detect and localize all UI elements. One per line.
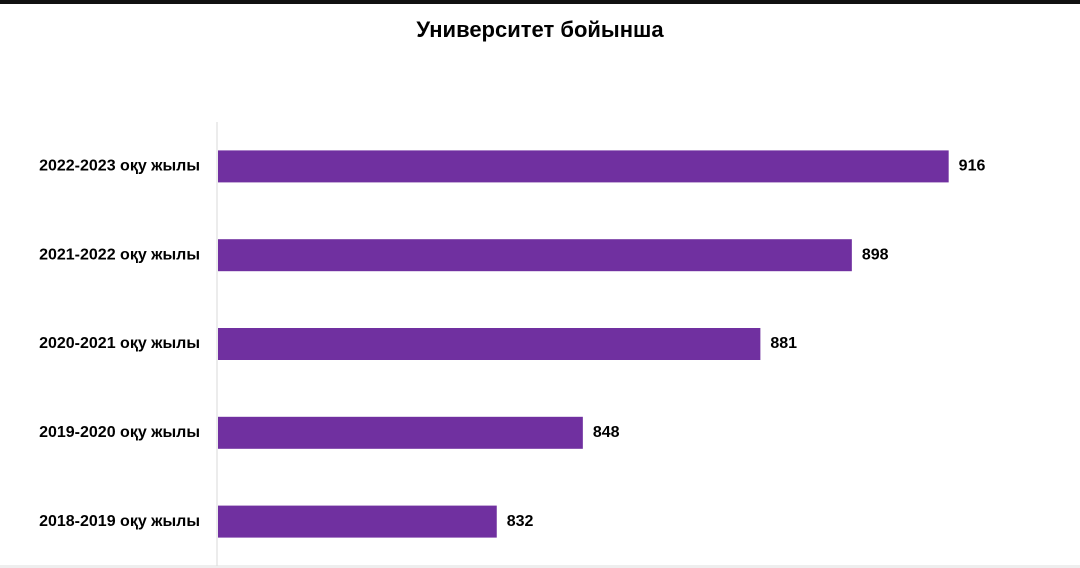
bar (218, 328, 761, 360)
y-tick-label: 2018-2019 оқу жылы (39, 513, 200, 530)
y-tick-label: 2022-2023 оқу жылы (39, 158, 200, 175)
y-tick-label: 2019-2020 оқу жылы (39, 424, 200, 441)
y-tick-label: 2020-2021 оқу жылы (39, 335, 200, 352)
bar (218, 239, 852, 272)
chart-title: Университет бойынша (416, 17, 664, 42)
value-label: 898 (862, 246, 889, 263)
value-label: 832 (507, 513, 534, 530)
value-label: 848 (593, 424, 620, 441)
top-edge (0, 0, 1080, 4)
y-tick-label: 2021-2022 оқу жылы (39, 246, 200, 263)
bar (218, 416, 583, 449)
bottom-edge (0, 565, 1080, 568)
bar (218, 150, 949, 183)
value-label: 916 (959, 158, 986, 175)
bar (218, 505, 497, 538)
value-label: 881 (770, 335, 797, 352)
